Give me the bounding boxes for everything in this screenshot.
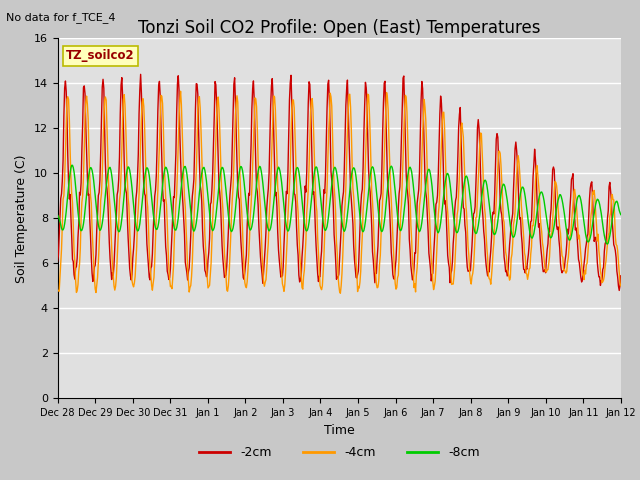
- Text: No data for f_TCE_4: No data for f_TCE_4: [6, 12, 116, 23]
- X-axis label: Time: Time: [324, 424, 355, 437]
- Text: TZ_soilco2: TZ_soilco2: [66, 49, 134, 62]
- Title: Tonzi Soil CO2 Profile: Open (East) Temperatures: Tonzi Soil CO2 Profile: Open (East) Temp…: [138, 19, 540, 37]
- Legend: -2cm, -4cm, -8cm: -2cm, -4cm, -8cm: [194, 441, 484, 464]
- Y-axis label: Soil Temperature (C): Soil Temperature (C): [15, 154, 28, 283]
